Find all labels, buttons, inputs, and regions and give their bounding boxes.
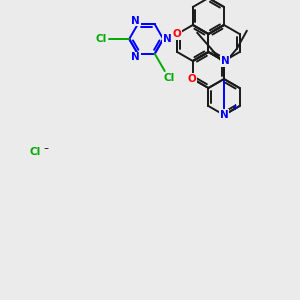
- Text: N: N: [220, 56, 230, 66]
- Text: N: N: [131, 16, 140, 26]
- Text: Cl: Cl: [163, 73, 174, 83]
- Text: N: N: [163, 34, 172, 44]
- Text: N: N: [131, 52, 140, 62]
- Text: ⁻: ⁻: [44, 146, 49, 156]
- Text: O: O: [173, 29, 182, 39]
- Text: O: O: [172, 29, 181, 39]
- Text: +: +: [231, 103, 238, 112]
- Text: Cl: Cl: [29, 147, 40, 157]
- Text: Cl: Cl: [96, 34, 107, 44]
- Text: N: N: [220, 110, 228, 120]
- Text: O: O: [188, 74, 196, 84]
